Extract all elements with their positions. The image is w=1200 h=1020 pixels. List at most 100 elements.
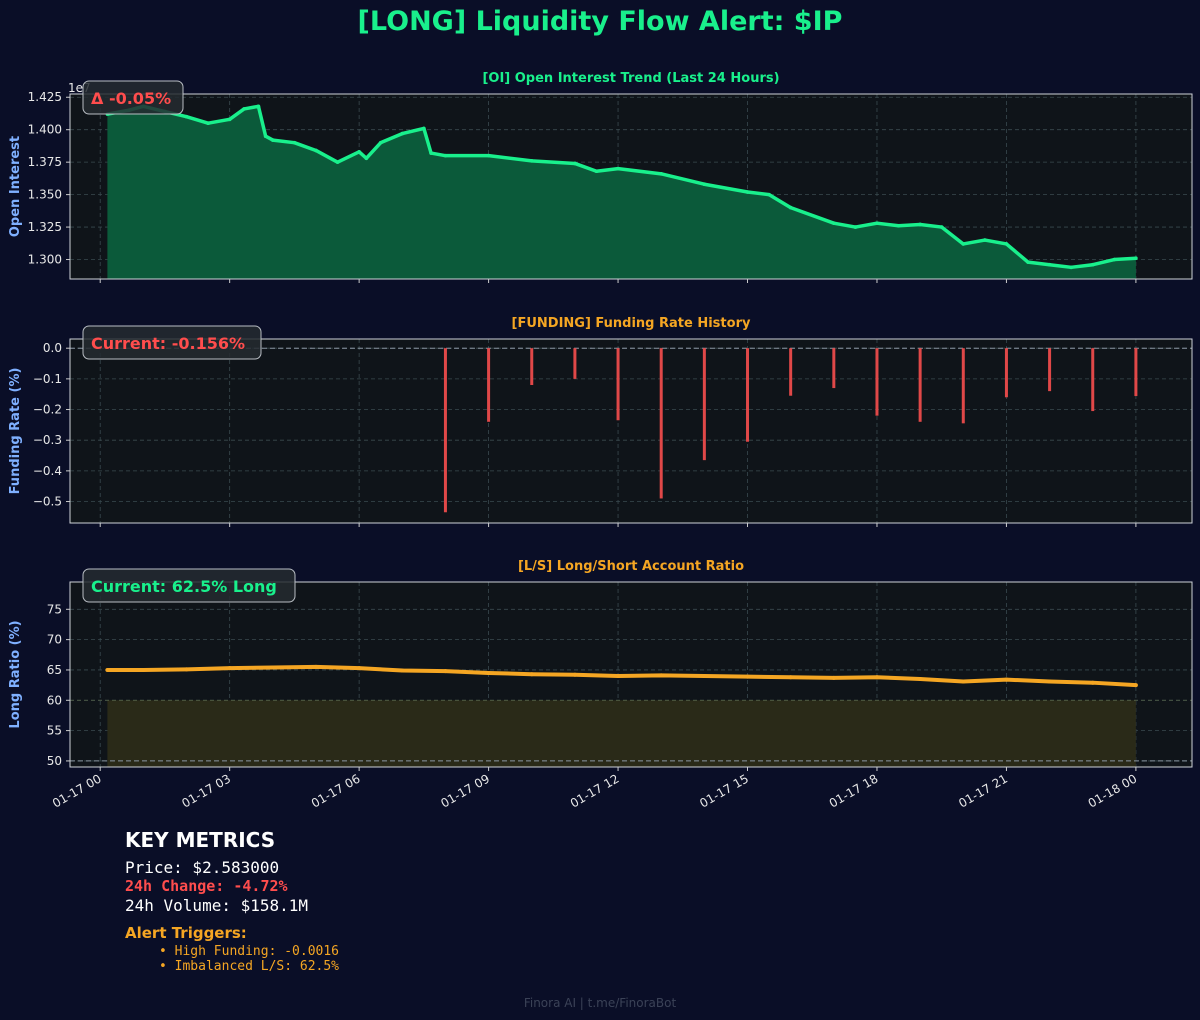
long-ratio-point: [961, 679, 966, 684]
funding-bar: [1004, 348, 1008, 398]
long-ratio-point: [659, 673, 664, 678]
y-axis-label: Long Ratio (%): [8, 620, 23, 728]
oi-point: [271, 138, 275, 142]
plot-frame: [69, 93, 1193, 280]
funding-bar: [746, 348, 750, 442]
y-tick-label: 1.325: [28, 220, 62, 234]
y-axis-label: Open Interest: [8, 136, 23, 237]
oi-point: [292, 140, 297, 145]
annotation-box: [82, 568, 296, 603]
oi-point: [335, 160, 340, 164]
alert-trigger-item: • Imbalanced L/S: 62.5%: [159, 959, 340, 974]
plot-frame: [69, 338, 1193, 524]
annotation-text: Current: 62.5% Long: [91, 577, 277, 596]
metric-24h-change: 24h Change: -4.72%: [125, 877, 288, 895]
oi-point: [594, 169, 599, 174]
long-ratio-point: [184, 667, 189, 672]
annotation-text: Δ -0.05%: [91, 89, 171, 108]
y-tick-label: −0.3: [33, 433, 62, 447]
funding-bar: [1134, 348, 1138, 397]
long-ratio-point: [313, 664, 318, 669]
long-ratio-point: [788, 675, 793, 680]
y-tick-label: −0.4: [33, 464, 62, 478]
long-ratio-point: [105, 667, 110, 672]
oi-point: [702, 182, 707, 187]
oi-line: [107, 104, 1137, 270]
y-tick-label: −0.1: [33, 372, 62, 386]
long-ratio-point: [874, 675, 879, 680]
x-tick-label: 01-17 00: [50, 771, 104, 810]
x-tick-label: 01-17 09: [438, 771, 492, 810]
annotation-box: [82, 325, 262, 360]
y-tick-label: −0.5: [33, 495, 62, 509]
x-tick-label: 01-17 21: [956, 771, 1010, 810]
page-title: [LONG] Liquidity Flow Alert: $IP: [357, 6, 843, 37]
funding-bar: [918, 348, 922, 422]
oi-point: [184, 114, 189, 119]
funding-bar: [443, 348, 447, 513]
key-metrics-panel: KEY METRICS Price: $2.583000 24h Change:…: [125, 828, 339, 974]
oi-point: [422, 126, 426, 131]
y-axis-label: Funding Rate (%): [8, 368, 23, 495]
funding-bar: [659, 348, 663, 499]
y-tick-label: 65: [47, 663, 62, 677]
y-tick-label: 70: [47, 633, 62, 647]
long-ratio-point: [529, 672, 534, 677]
oi-point: [1069, 265, 1073, 270]
funding-bar: [530, 348, 534, 385]
funding-bar: [789, 348, 793, 396]
oi-point: [314, 148, 318, 153]
chart-panel-2: −0.5 −0.4 −0.3 −0.2 −0.1 0.0 [FUNDING] Funding…: [8, 316, 1193, 527]
oi-point: [961, 242, 966, 246]
y-tick-label: 60: [47, 693, 62, 707]
annotation-box: [82, 80, 184, 115]
oi-point: [918, 222, 922, 227]
oi-point: [1090, 262, 1095, 267]
metrics-heading: KEY METRICS: [125, 828, 276, 852]
y-tick-label: −0.2: [33, 403, 62, 417]
oi-point: [983, 238, 987, 242]
alert-triggers-heading: Alert Triggers:: [125, 924, 247, 942]
plot-area: [70, 339, 1192, 523]
long-ratio-point: [270, 665, 275, 670]
long-ratio-point: [745, 674, 750, 679]
oi-point: [896, 223, 901, 228]
oi-point: [378, 140, 383, 145]
y-tick-label: 0.0: [43, 341, 62, 355]
long-ratio-point: [141, 667, 146, 672]
oi-point: [1047, 262, 1052, 267]
oi-point: [573, 161, 577, 166]
long-ratio-point: [918, 677, 923, 682]
oi-point: [1026, 260, 1030, 264]
oi-point: [788, 205, 793, 210]
oi-point: [1112, 257, 1117, 262]
long-ratio-point: [831, 675, 836, 680]
oi-point: [875, 221, 879, 225]
long-ratio-point: [572, 672, 577, 677]
oi-point: [529, 159, 534, 163]
chart-title: [L/S] Long/Short Account Ratio: [518, 559, 744, 574]
chart-panel-3: 50 55 60 65 70 75 [L/S] Long/Short Account Rat…: [8, 559, 1193, 771]
metric-24h-volume: 24h Volume: $158.1M: [125, 896, 309, 915]
plot-frame: [69, 581, 1193, 768]
long-ratio-point: [357, 666, 362, 671]
oi-area-fill: [107, 106, 1136, 279]
metric-price: Price: $2.583000: [125, 858, 280, 877]
chart-title: [FUNDING] Funding Rate History: [512, 316, 751, 331]
long-ratio-point: [227, 666, 232, 671]
oi-point: [616, 166, 620, 171]
long-ratio-point: [443, 669, 448, 674]
annotation-text: Current: -0.156%: [91, 334, 245, 353]
funding-bar: [573, 348, 577, 379]
oi-point: [400, 131, 405, 136]
oi-point: [357, 149, 361, 154]
x-tick-label: 01-17 06: [309, 771, 363, 810]
funding-bar: [487, 348, 491, 422]
oi-point: [853, 225, 858, 229]
oi-point: [206, 121, 210, 126]
oi-point: [939, 225, 944, 229]
x-tick-label: 01-17 12: [568, 771, 622, 810]
oi-point: [832, 221, 836, 225]
footer-credit: Finora AI | t.me/FinoraBot: [523, 996, 677, 1010]
